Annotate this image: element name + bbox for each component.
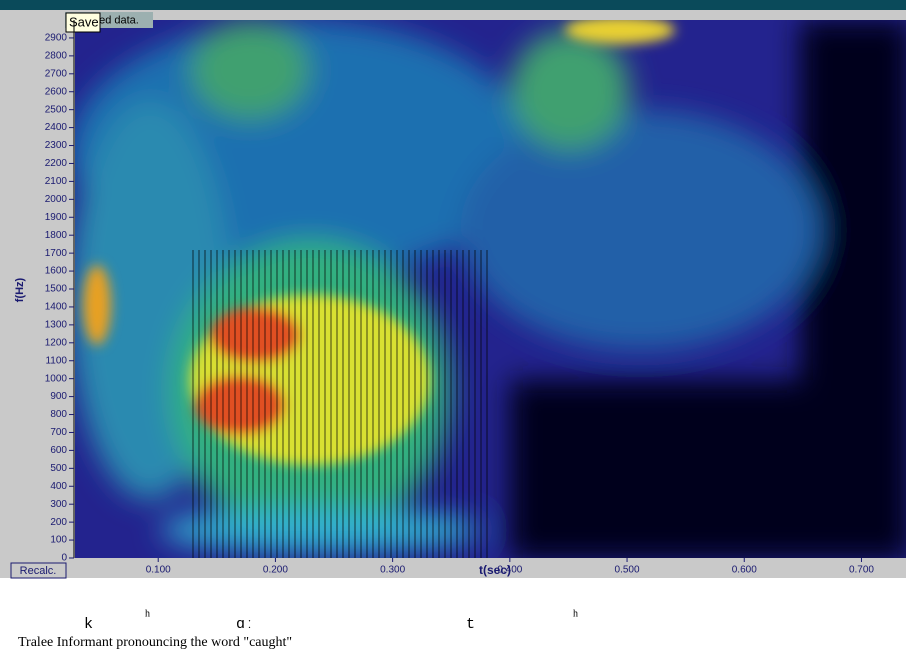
y-tick-label: 2200 bbox=[45, 158, 68, 169]
caption: Tralee Informant pronouncing the word "c… bbox=[18, 635, 292, 650]
x-tick-label: 0.500 bbox=[615, 565, 640, 576]
y-tick-label: 1900 bbox=[45, 212, 68, 223]
y-tick-label: 1300 bbox=[45, 320, 68, 331]
y-tick-label: 2900 bbox=[45, 33, 68, 44]
y-tick-label: 2500 bbox=[45, 104, 68, 115]
x-tick-label: 0.400 bbox=[497, 565, 522, 576]
y-tick-label: 1500 bbox=[45, 284, 68, 295]
x-tick-label: 0.600 bbox=[732, 565, 757, 576]
x-tick-label: 0.100 bbox=[146, 565, 171, 576]
y-tick-label: 500 bbox=[50, 463, 67, 474]
spectrogram-image bbox=[70, 16, 906, 560]
y-tick-label: 600 bbox=[50, 445, 67, 456]
phonetic-symbol: h bbox=[145, 608, 150, 619]
y-tick-label: 2800 bbox=[45, 51, 68, 62]
spectrogram-window: Paused data. Save f(Hz) t(sec) Recalc. T… bbox=[0, 0, 906, 658]
y-tick-label: 1700 bbox=[45, 248, 68, 259]
y-tick-label: 1600 bbox=[45, 266, 68, 277]
phonetic-symbol: ɑː bbox=[236, 616, 254, 633]
y-tick-label: 200 bbox=[50, 517, 67, 528]
phonetic-symbol: k bbox=[84, 616, 93, 633]
y-tick-label: 0 bbox=[61, 553, 67, 564]
phonetic-symbol: h bbox=[573, 608, 578, 619]
y-tick-label: 300 bbox=[50, 499, 67, 510]
y-tick-label: 1000 bbox=[45, 373, 68, 384]
y-tick-label: 2100 bbox=[45, 176, 68, 187]
x-tick-label: 0.700 bbox=[849, 565, 874, 576]
y-tick-label: 700 bbox=[50, 427, 67, 438]
y-tick-label: 400 bbox=[50, 481, 67, 492]
y-tick-label: 100 bbox=[50, 535, 67, 546]
y-tick-label: 800 bbox=[50, 409, 67, 420]
phonetic-symbol: t bbox=[466, 616, 475, 633]
y-axis-label: f(Hz) bbox=[14, 277, 26, 302]
x-tick-label: 0.300 bbox=[380, 565, 405, 576]
y-tick-label: 2000 bbox=[45, 194, 68, 205]
tooltip-text: Save bbox=[69, 14, 99, 29]
y-tick-label: 1400 bbox=[45, 302, 68, 313]
y-tick-label: 2600 bbox=[45, 86, 68, 97]
y-tick-label: 2400 bbox=[45, 122, 68, 133]
y-tick-label: 1100 bbox=[45, 355, 67, 366]
x-tick-label: 0.200 bbox=[263, 565, 288, 576]
y-tick-label: 2300 bbox=[45, 140, 68, 151]
y-tick-label: 2700 bbox=[45, 68, 68, 79]
y-tick-label: 1800 bbox=[45, 230, 68, 241]
y-tick-label: 1200 bbox=[45, 337, 68, 348]
y-tick-label: 900 bbox=[50, 391, 67, 402]
title-bar bbox=[0, 0, 906, 10]
recalc-label[interactable]: Recalc. bbox=[20, 565, 57, 577]
